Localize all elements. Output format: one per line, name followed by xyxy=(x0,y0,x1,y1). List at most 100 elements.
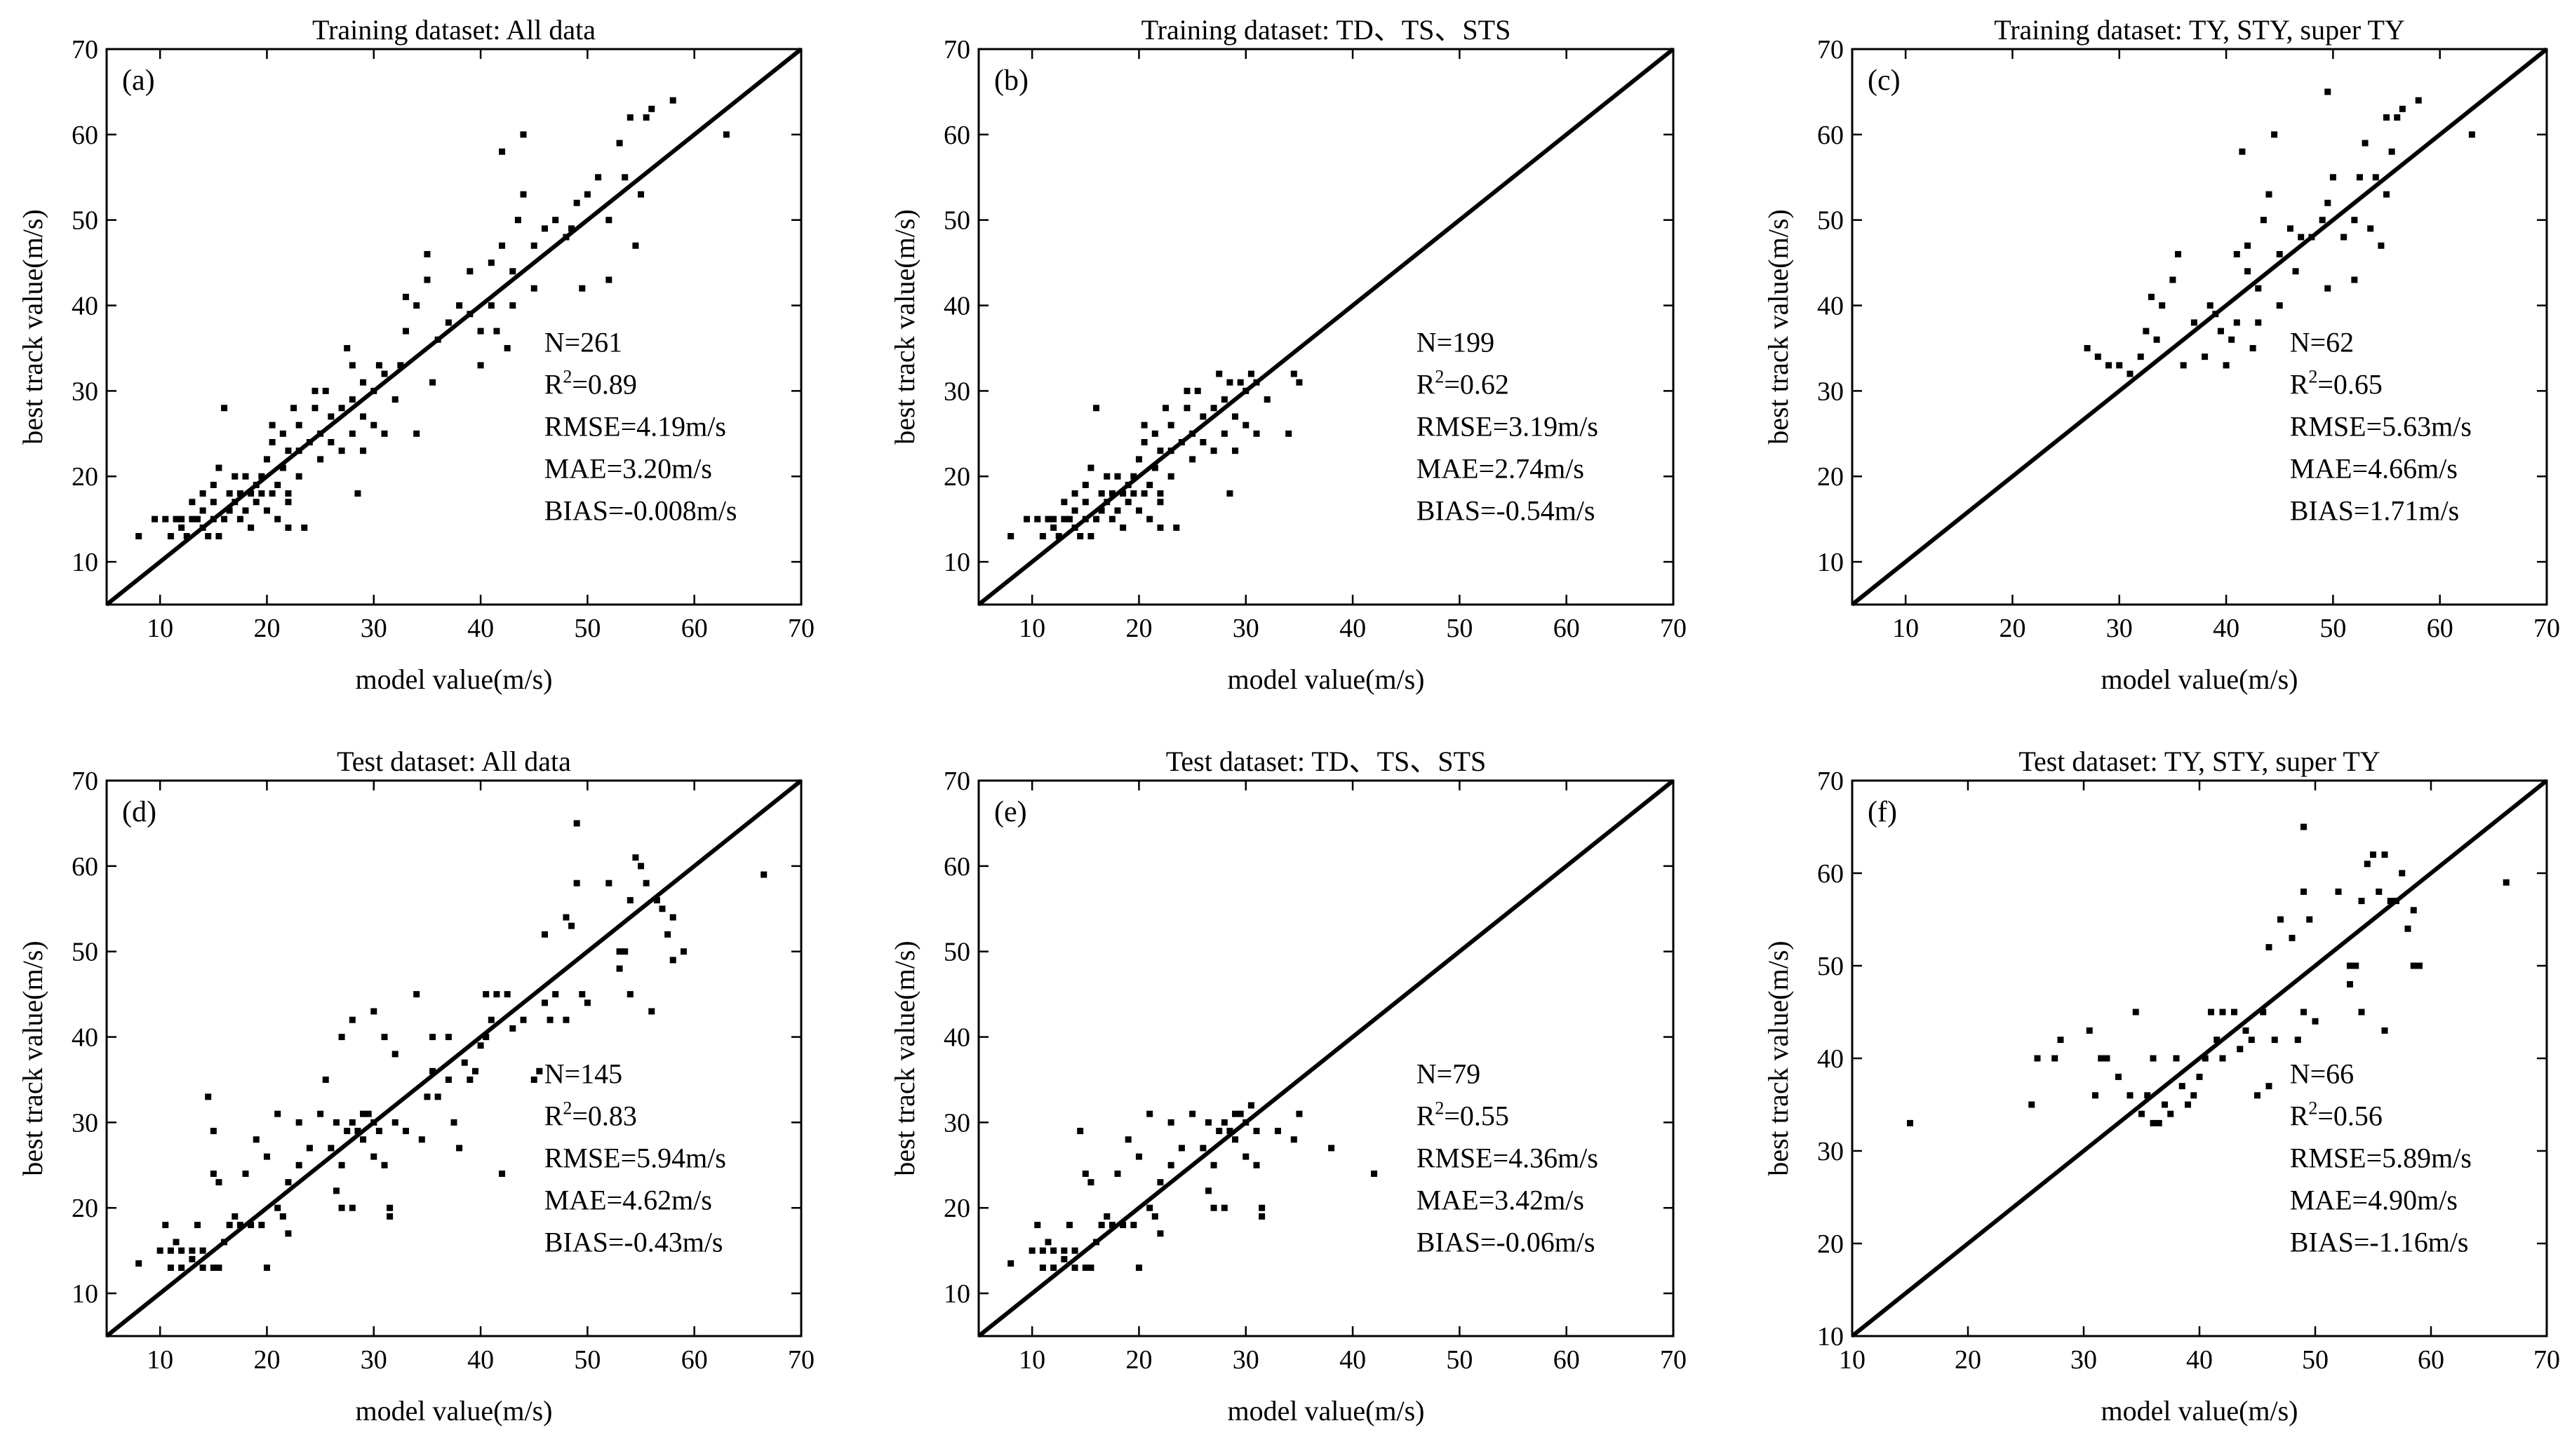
y-tick-label: 30 xyxy=(944,377,970,406)
y-tick-label: 20 xyxy=(944,1194,970,1223)
data-point xyxy=(471,1067,478,1074)
data-point xyxy=(2271,1037,2278,1044)
y-tick-label: 70 xyxy=(72,35,98,65)
stat-r2-sup: 2 xyxy=(1435,367,1444,387)
data-point xyxy=(1157,447,1164,454)
data-point xyxy=(2415,97,2422,104)
data-point xyxy=(456,1145,463,1152)
data-point xyxy=(1034,515,1041,523)
data-point xyxy=(1184,405,1191,412)
data-point xyxy=(477,362,484,369)
data-point xyxy=(1205,1187,1212,1194)
data-point xyxy=(1007,533,1014,540)
data-point xyxy=(499,242,506,249)
stat-r2-value: =0.89 xyxy=(572,369,637,400)
stat-bias: BIAS=-1.16m/s xyxy=(2290,1227,2469,1258)
data-point xyxy=(312,405,319,412)
data-point xyxy=(2086,1027,2093,1034)
data-point xyxy=(274,515,281,523)
data-point xyxy=(605,276,612,283)
stat-r2: R2=0.55 xyxy=(1416,1098,1509,1132)
data-point xyxy=(333,1119,340,1126)
data-point xyxy=(1167,1119,1174,1126)
data-point xyxy=(467,1076,474,1083)
y-tick-label: 30 xyxy=(72,377,98,406)
data-point xyxy=(2324,285,2331,292)
data-point xyxy=(2219,1055,2226,1062)
data-point xyxy=(295,447,302,454)
data-point xyxy=(1125,1136,1132,1143)
y-axis-label: best track value(m/s) xyxy=(17,941,48,1175)
data-point xyxy=(2265,944,2272,951)
data-point xyxy=(418,1136,425,1143)
data-point xyxy=(1045,1239,1052,1246)
plot-frame xyxy=(105,48,803,606)
data-point xyxy=(1120,524,1127,531)
data-point xyxy=(2051,1055,2058,1062)
data-point xyxy=(573,199,580,206)
data-point xyxy=(2372,174,2379,181)
x-tick-label: 20 xyxy=(253,614,280,643)
data-point xyxy=(1087,1179,1094,1186)
data-point xyxy=(2202,1055,2209,1062)
data-point xyxy=(1167,422,1174,429)
y-tick-label: 30 xyxy=(72,1108,98,1138)
data-point xyxy=(156,1247,163,1254)
data-point xyxy=(2503,879,2510,886)
data-point xyxy=(232,473,239,480)
data-point xyxy=(2228,336,2235,343)
data-point xyxy=(488,1016,495,1023)
data-point xyxy=(2159,302,2166,309)
data-point xyxy=(2300,888,2307,895)
data-point xyxy=(530,285,537,292)
x-tick-label: 60 xyxy=(2418,1345,2444,1375)
y-tick-label: 40 xyxy=(1817,292,1844,321)
x-tick-label: 50 xyxy=(2302,1345,2329,1375)
x-tick-label: 40 xyxy=(2213,614,2239,643)
data-point xyxy=(306,1145,313,1152)
data-point xyxy=(370,1119,377,1126)
y-tick-label: 10 xyxy=(1817,1322,1844,1351)
data-point xyxy=(2255,285,2262,292)
y-tick-label: 10 xyxy=(944,1279,970,1309)
data-point xyxy=(338,1161,345,1168)
data-point xyxy=(573,879,580,887)
data-point xyxy=(541,999,548,1006)
stat-r2-sup: 2 xyxy=(563,1098,572,1119)
data-point xyxy=(226,1222,233,1229)
data-point xyxy=(1221,396,1228,403)
data-point xyxy=(205,533,212,540)
data-point xyxy=(2276,250,2283,257)
x-tick-label: 10 xyxy=(1892,614,1919,643)
data-point xyxy=(328,413,335,420)
y-tick-label: 70 xyxy=(1817,35,1844,65)
data-point xyxy=(178,1265,185,1272)
data-point xyxy=(1024,515,1031,523)
data-point xyxy=(1071,1247,1078,1254)
y-axis-label: best track value(m/s) xyxy=(1762,941,1794,1175)
data-point xyxy=(1087,464,1094,471)
data-point xyxy=(2265,1083,2272,1090)
data-point xyxy=(1050,1265,1057,1272)
data-point xyxy=(1077,1128,1084,1135)
data-point xyxy=(477,328,484,335)
data-point xyxy=(1157,1230,1164,1237)
data-point xyxy=(488,259,495,267)
data-point xyxy=(1226,1128,1233,1135)
data-point xyxy=(1104,1213,1111,1220)
x-tick-label: 30 xyxy=(2106,614,2133,643)
data-point xyxy=(1232,1136,1239,1143)
data-point xyxy=(279,1213,286,1220)
data-point xyxy=(595,174,602,181)
data-point xyxy=(221,405,228,412)
data-point xyxy=(2094,353,2101,360)
data-point xyxy=(584,191,591,198)
x-tick-label: 50 xyxy=(2319,614,2346,643)
x-tick-label: 50 xyxy=(1446,1345,1473,1375)
data-point xyxy=(477,1042,484,1049)
data-point xyxy=(1221,1119,1228,1126)
data-point xyxy=(499,148,506,155)
data-point xyxy=(391,1119,398,1126)
data-point xyxy=(2306,916,2313,923)
data-point xyxy=(579,991,586,998)
